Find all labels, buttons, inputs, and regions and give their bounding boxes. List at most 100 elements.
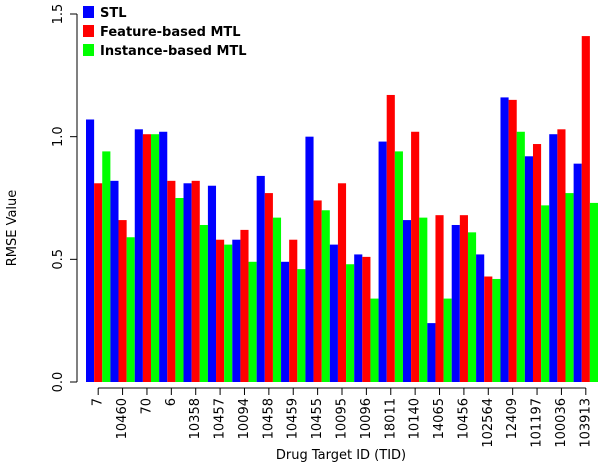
legend: STL Feature-based MTL Instance-based MTL (83, 6, 247, 59)
bar-instance-based-mtl-10094 (248, 261, 257, 382)
bar-instance-based-mtl-10458 (272, 217, 282, 382)
bar-feature-based-mtl-10096 (362, 256, 371, 382)
bar-feature-based-mtl-14065 (435, 215, 444, 382)
x-tick-label: 103913 (578, 398, 593, 448)
bar-feature-based-mtl-10456 (459, 215, 468, 382)
x-tick-label: 10455 (310, 398, 325, 439)
x-tick-label: 10095 (335, 398, 350, 439)
bar-feature-based-mtl-101197 (532, 144, 542, 382)
bar-feature-based-mtl-10457 (216, 239, 225, 382)
x-tick-label: 10094 (237, 398, 252, 439)
bar-stl-70 (134, 129, 143, 382)
x-tick-label: 102564 (481, 398, 496, 448)
bar-stl-18011 (378, 141, 387, 382)
bar-feature-based-mtl-103913 (581, 36, 590, 382)
bar-feature-based-mtl-6 (167, 180, 176, 382)
bar-feature-based-mtl-12409 (508, 99, 517, 383)
bars-group (86, 36, 598, 383)
y-tick-label: 0.0 (51, 372, 66, 393)
legend-label: STL (100, 6, 127, 21)
bar-feature-based-mtl-18011 (386, 94, 395, 383)
bar-stl-102564 (476, 254, 485, 382)
bar-stl-100036 (549, 134, 558, 382)
bar-instance-based-mtl-10457 (224, 244, 233, 382)
legend-swatch (83, 25, 94, 37)
x-tick-label: 10096 (359, 398, 374, 439)
legend-swatch (83, 6, 94, 18)
legend-label: Feature-based MTL (100, 25, 241, 40)
bar-instance-based-mtl-6 (175, 198, 184, 382)
x-tick-label: 100036 (554, 398, 569, 448)
bar-stl-14065 (427, 323, 436, 382)
x-axis: 7 10460 70 6 10358 10457 10094 10458 10459 10455 1… (91, 387, 593, 448)
y-axis-label: RMSE Value (5, 190, 20, 267)
bar-feature-based-mtl-10459 (289, 239, 298, 382)
y-axis: 0.0 0.5 1.0 1.5 (51, 4, 78, 393)
x-tick-label: 101197 (530, 398, 545, 448)
bar-stl-7 (86, 119, 95, 383)
bar-stl-10457 (207, 185, 217, 382)
bar-instance-based-mtl-10096 (370, 298, 379, 382)
bar-instance-based-mtl-18011 (394, 151, 403, 382)
bar-feature-based-mtl-70 (142, 134, 152, 382)
x-axis-label: Drug Target ID (TID) (276, 448, 406, 463)
bar-instance-based-mtl-10455 (321, 210, 330, 382)
bar-stl-10094 (232, 239, 241, 382)
bar-feature-based-mtl-10094 (240, 229, 249, 382)
x-tick-label: 10459 (286, 398, 301, 439)
bar-stl-10459 (281, 261, 290, 382)
legend-swatch (83, 44, 94, 56)
bar-feature-based-mtl-10358 (191, 180, 200, 382)
x-tick-label: 7 (91, 398, 106, 406)
bar-feature-based-mtl-7 (94, 183, 103, 382)
x-tick-label: 10458 (261, 398, 276, 439)
x-tick-label: 10460 (115, 398, 130, 439)
bar-feature-based-mtl-10458 (264, 193, 273, 382)
bar-instance-based-mtl-10456 (467, 232, 477, 382)
bar-stl-103913 (573, 163, 582, 382)
bar-feature-based-mtl-10095 (337, 183, 347, 382)
bar-instance-based-mtl-103913 (589, 202, 598, 382)
bar-instance-based-mtl-100036 (565, 193, 574, 382)
bar-instance-based-mtl-10460 (126, 237, 135, 382)
bar-instance-based-mtl-101197 (541, 205, 550, 382)
bar-stl-10460 (110, 180, 119, 382)
bar-instance-based-mtl-10095 (346, 264, 355, 382)
x-tick-label: 14065 (432, 398, 447, 439)
bar-feature-based-mtl-10140 (411, 131, 420, 382)
bar-stl-10456 (451, 224, 460, 382)
bar-stl-10096 (354, 254, 363, 382)
x-tick-label: 10456 (456, 398, 471, 439)
bar-stl-10455 (305, 136, 314, 382)
x-tick-label: 10358 (188, 398, 203, 439)
bar-stl-10458 (256, 175, 265, 382)
bar-feature-based-mtl-102564 (484, 276, 493, 382)
x-tick-label: 10140 (408, 398, 423, 439)
bar-instance-based-mtl-10358 (199, 224, 208, 382)
x-tick-label: 70 (139, 398, 154, 415)
bar-instance-based-mtl-102564 (492, 278, 501, 382)
x-tick-label: 6 (164, 398, 179, 406)
legend-label: Instance-based MTL (100, 44, 247, 59)
bar-instance-based-mtl-12409 (516, 131, 525, 382)
bar-instance-based-mtl-10140 (419, 217, 428, 382)
bar-stl-101197 (524, 156, 533, 382)
bar-feature-based-mtl-10460 (118, 220, 127, 382)
bar-stl-12409 (500, 97, 509, 382)
bar-instance-based-mtl-70 (151, 134, 160, 382)
bar-instance-based-mtl-14065 (443, 298, 452, 382)
bar-stl-10140 (402, 220, 412, 382)
bar-stl-10358 (183, 183, 192, 382)
y-tick-label: 1.0 (51, 126, 66, 147)
x-tick-label: 12409 (505, 398, 520, 439)
bar-feature-based-mtl-10455 (313, 200, 322, 382)
x-tick-label: 10457 (213, 398, 228, 439)
bar-feature-based-mtl-100036 (557, 129, 566, 382)
y-tick-label: 1.5 (51, 4, 66, 25)
bar-instance-based-mtl-10459 (297, 269, 306, 382)
x-tick-label: 18011 (383, 398, 398, 439)
y-tick-label: 0.5 (51, 249, 66, 270)
bar-instance-based-mtl-7 (102, 151, 111, 382)
bar-stl-6 (159, 131, 168, 382)
bar-stl-10095 (329, 244, 338, 382)
